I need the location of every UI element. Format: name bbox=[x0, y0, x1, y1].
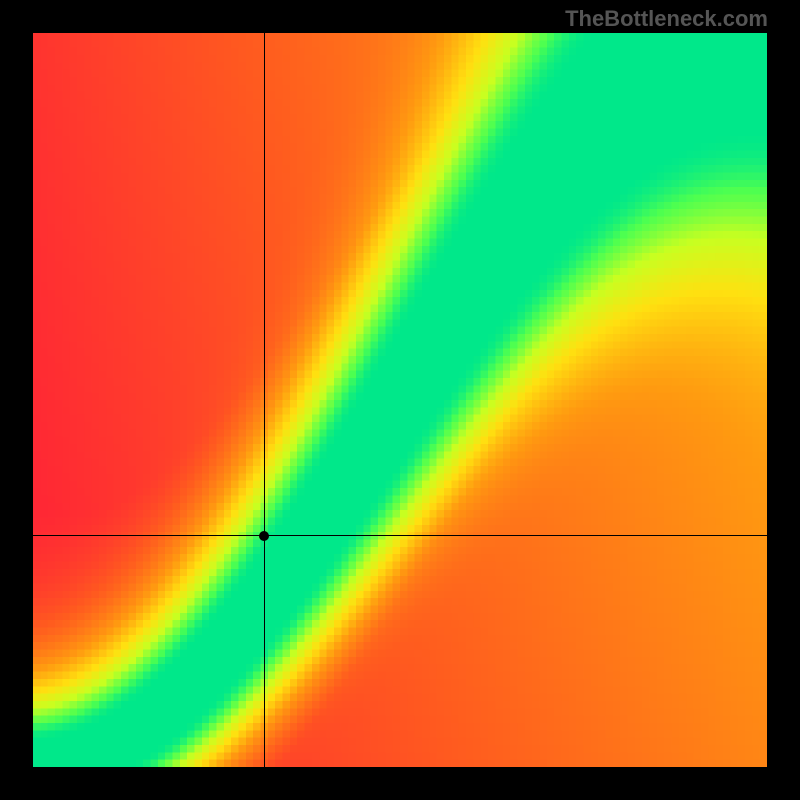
crosshair-vertical bbox=[264, 33, 265, 767]
crosshair-horizontal bbox=[33, 535, 767, 536]
bottleneck-heatmap bbox=[33, 33, 767, 767]
chart-container: TheBottleneck.com bbox=[0, 0, 800, 800]
crosshair-marker-dot bbox=[259, 531, 269, 541]
watermark-text: TheBottleneck.com bbox=[565, 6, 768, 32]
